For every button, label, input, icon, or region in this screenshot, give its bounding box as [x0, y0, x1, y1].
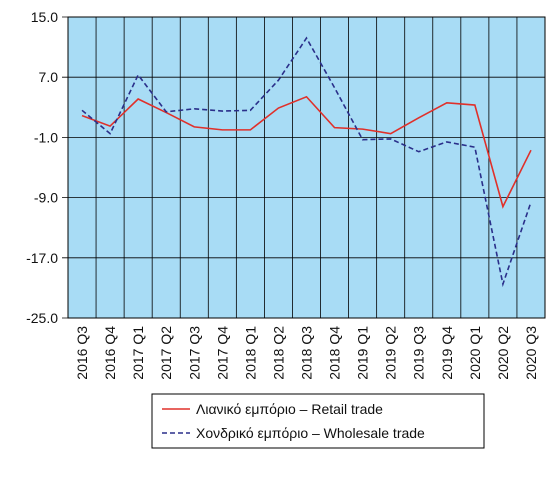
- legend-label: Λιανικό εμπόριο – Retail trade: [196, 401, 383, 417]
- y-tick-label: 15.0: [31, 9, 58, 25]
- x-tick-label: 2018 Q1: [242, 326, 258, 380]
- x-tick-label: 2016 Q4: [102, 326, 118, 380]
- x-tick-label: 2017 Q3: [186, 326, 202, 380]
- plot-area: [68, 17, 545, 318]
- x-tick-label: 2018 Q4: [327, 326, 343, 380]
- series-line: [81, 36, 532, 288]
- y-tick-label: -25.0: [26, 310, 58, 326]
- x-tick-label: 2020 Q2: [495, 326, 511, 380]
- x-tick-label: 2019 Q3: [411, 326, 427, 380]
- x-tick-label: 2019 Q4: [439, 326, 455, 380]
- x-tick-label: 2019 Q2: [383, 326, 399, 380]
- y-tick-label: -17.0: [26, 250, 58, 266]
- legend-label: Χονδρικό εμπόριο – Wholesale trade: [196, 425, 425, 441]
- plot-border: [67, 16, 546, 319]
- x-tick-label: 2016 Q3: [74, 326, 90, 380]
- legend-box: [151, 393, 485, 449]
- y-tick-label: -1.0: [34, 129, 58, 145]
- x-tick-label: 2018 Q2: [270, 326, 286, 380]
- x-tick-label: 2017 Q1: [130, 326, 146, 380]
- y-tick-label: 7.0: [39, 69, 59, 85]
- x-tick-label: 2018 Q3: [299, 326, 315, 380]
- x-tick-label: 2020 Q1: [467, 326, 483, 380]
- y-tick-label: -9.0: [34, 190, 58, 206]
- series-line: [81, 95, 532, 209]
- x-tick-label: 2017 Q4: [214, 326, 230, 380]
- x-tick-label: 2020 Q3: [523, 326, 539, 380]
- x-tick-label: 2019 Q1: [355, 326, 371, 380]
- x-tick-label: 2017 Q2: [158, 326, 174, 380]
